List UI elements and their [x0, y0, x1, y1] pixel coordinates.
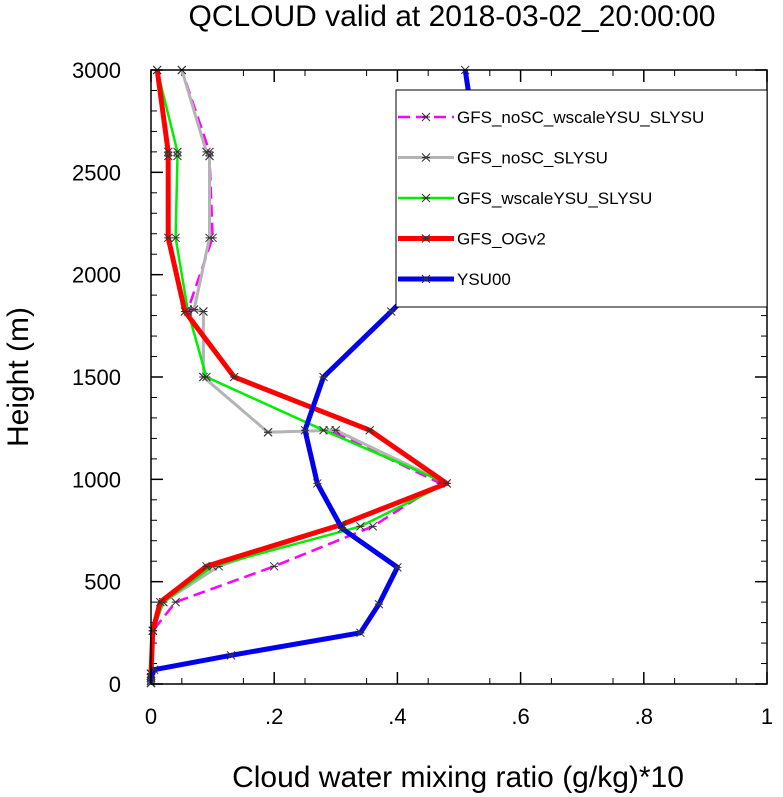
data-point: [386, 307, 396, 316]
legend-items: GFS_noSC_wscaleYSU_SLYSU GFS_noSC_SLYSU GF…: [398, 108, 704, 289]
legend-marker: [421, 153, 431, 162]
data-point: [148, 626, 158, 636]
data-point: [263, 427, 273, 437]
y-tick-label: 2500: [72, 160, 121, 185]
legend-marker: [421, 193, 431, 203]
y-tick-label: 1000: [72, 467, 121, 492]
data-point: [205, 151, 214, 161]
y-tick-label: 0: [109, 672, 121, 697]
data-point: [300, 425, 310, 435]
x-tick-label: 0: [145, 704, 157, 729]
data-point: [442, 479, 452, 488]
data-point: [226, 650, 236, 660]
data-point: [199, 307, 208, 316]
data-point: [312, 479, 322, 488]
data-point: [163, 151, 173, 161]
data-point: [173, 147, 182, 157]
plot-frame: [150, 69, 768, 685]
data-point: [202, 147, 211, 157]
data-point: [180, 307, 190, 316]
legend-marker: [421, 112, 431, 122]
data-point: [374, 599, 384, 609]
data-point: [356, 628, 365, 638]
legend-marker: [421, 274, 431, 284]
data-point: [356, 522, 365, 531]
x-tick-label: .2: [265, 704, 283, 729]
legend-item: GFS_noSC_wscaleYSU_SLYSU: [398, 108, 704, 127]
data-point: [202, 372, 211, 382]
legend-label: GFS_wscaleYSU_SLYSU: [457, 189, 652, 208]
legend-label: YSU00: [457, 270, 511, 289]
data-point: [163, 233, 173, 243]
legend-marker: [421, 234, 431, 243]
data-point: [368, 522, 378, 531]
legend-item: GFS_OGv2: [398, 230, 546, 249]
x-tick-label: .4: [388, 704, 406, 729]
data-point: [331, 425, 341, 435]
y-tick-label: 1500: [72, 365, 121, 390]
data-point: [229, 372, 239, 382]
data-point: [155, 597, 165, 607]
legend-label: GFS_noSC_wscaleYSU_SLYSU: [457, 108, 704, 127]
data-point: [337, 524, 347, 533]
legend-label: GFS_noSC_SLYSU: [457, 149, 608, 168]
data-point: [365, 425, 375, 435]
y-tick-label: 3000: [72, 58, 121, 83]
y-tick-label: 2000: [72, 263, 121, 288]
legend: GFS_noSC_wscaleYSU_SLYSU GFS_noSC_SLYSU GF…: [395, 89, 768, 308]
data-point: [173, 151, 182, 161]
data-point: [163, 147, 173, 157]
y-axis-label: Height (m): [2, 307, 35, 447]
legend-item: GFS_noSC_SLYSU: [398, 149, 608, 168]
x-tick-label: .8: [635, 704, 653, 729]
x-tick-label: 1: [761, 704, 773, 729]
data-point: [171, 597, 180, 607]
data-point: [202, 561, 211, 571]
axis-tick-labels: 0 .2 .4 .6 .8 1 0 500 1000 1500 2000 2500 3000: [72, 58, 773, 729]
chart-title: QCLOUD valid at 2018-03-02_20:00:00: [189, 0, 716, 33]
legend-box: [395, 89, 768, 308]
legend-item: YSU00: [398, 270, 511, 289]
y-tick-label: 500: [84, 570, 121, 595]
data-point: [269, 561, 279, 571]
data-point: [205, 233, 214, 243]
legend-label: GFS_OGv2: [457, 230, 546, 249]
data-point: [319, 372, 328, 382]
legend-item: GFS_wscaleYSU_SLYSU: [398, 189, 652, 208]
x-axis-label: Cloud water mixing ratio (g/kg)*10: [232, 761, 684, 794]
data-point: [319, 425, 328, 435]
data-point: [189, 305, 199, 314]
x-tick-label: .6: [511, 704, 529, 729]
data-point: [171, 233, 180, 243]
data-point: [393, 562, 402, 572]
